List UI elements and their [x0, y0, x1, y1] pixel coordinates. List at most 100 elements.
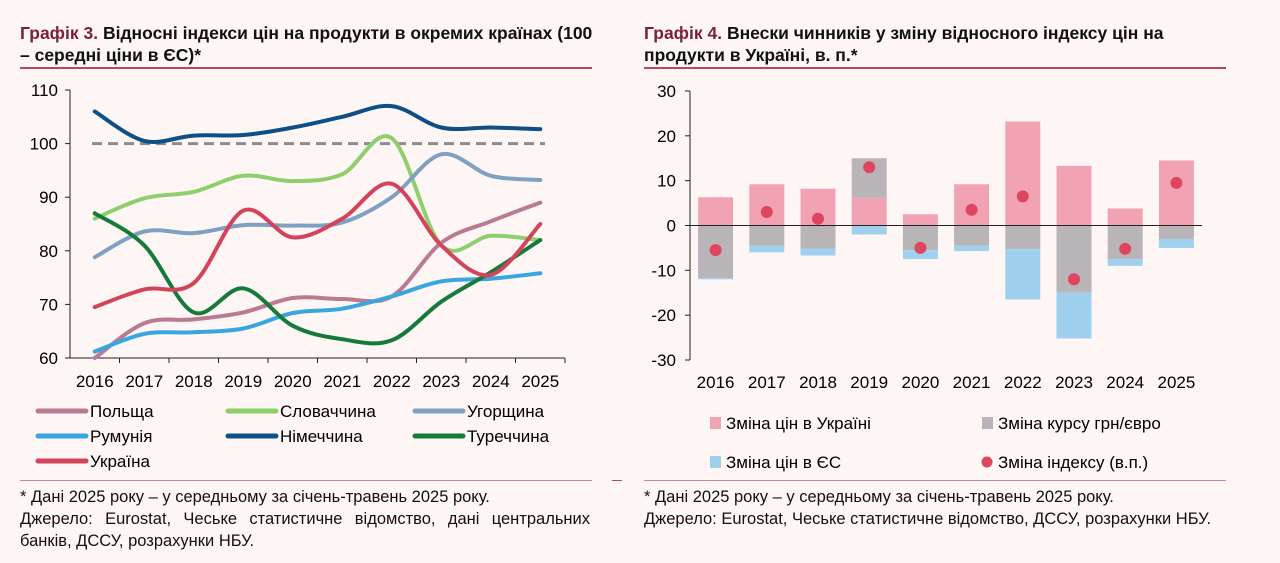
bar-segment	[902, 214, 938, 226]
line-x-tick-label: 2018	[175, 372, 213, 391]
line-x-tick-label: 2021	[323, 372, 361, 391]
right-chart-title-label: Графік 4.	[644, 23, 723, 43]
bar-x-tick-label: 2023	[1055, 373, 1093, 392]
left-chart-title-text: Відносні індекси цін на продукти в окрем…	[20, 23, 593, 65]
index-change-dot	[1016, 190, 1029, 203]
bar-segment	[749, 184, 785, 226]
series-line	[92, 271, 543, 354]
bar-x-tick-label: 2024	[1106, 373, 1144, 392]
bar-segment	[902, 250, 938, 260]
bar-segment	[1005, 225, 1041, 250]
line-x-tick-label: 2025	[521, 372, 559, 391]
bar-segment	[954, 225, 990, 246]
index-change-dot	[812, 212, 824, 225]
bar-y-tick-label: 0	[667, 217, 676, 236]
line-x-tick-label: 2019	[224, 372, 262, 391]
bar-segment	[1158, 225, 1194, 239]
bar-x-tick-label: 2018	[799, 373, 837, 392]
line-y-tick-label: 100	[30, 135, 58, 154]
bar-x-tick-label: 2025	[1157, 373, 1195, 392]
bar-segment	[800, 225, 836, 249]
bar-segment	[800, 248, 836, 256]
bar-segment	[1158, 160, 1194, 226]
bar-y-tick-label: 20	[657, 127, 676, 146]
index-change-dot	[1119, 242, 1132, 255]
bar-x-tick-label: 2022	[1004, 373, 1042, 392]
index-change-dot	[863, 161, 876, 174]
line-y-tick-label: 80	[39, 242, 58, 261]
line-y-tick-label: 110	[31, 81, 58, 100]
series-line	[92, 200, 543, 360]
left-chart-panel: Графік 3. Відносні індекси цін на продук…	[0, 0, 620, 563]
legend-label: Румунія	[90, 427, 152, 446]
legend-swatch	[710, 456, 721, 468]
legend-label: Зміна індексу (в.п.)	[998, 453, 1148, 472]
series-line	[92, 103, 543, 144]
series-line	[92, 181, 543, 310]
legend-label: Угорщина	[467, 402, 545, 421]
bar-segment	[1005, 249, 1041, 300]
right-source: Джерело: Eurostat, Чеське статистичне ві…	[644, 510, 1212, 528]
right-title-rule	[644, 67, 1226, 69]
line-chart: 60 70 80 90 100 110 2016 2017 2018 2019 2020 2021 20…	[30, 81, 566, 471]
line-x-tick-label: 2016	[76, 372, 114, 391]
bar-x-tick-label: 2019	[850, 373, 888, 392]
line-x-tick-label: 2023	[422, 372, 460, 391]
legend-label: Зміна цін в ЄС	[726, 453, 841, 472]
right-chart-title: Графік 4. Внески чинників у зміну віднос…	[644, 22, 1229, 66]
series-line	[92, 152, 543, 260]
left-source: Джерело: Eurostat, Чеське статистичне ві…	[20, 510, 590, 550]
line-x-tick-label: 2022	[373, 372, 411, 391]
index-change-dot	[709, 244, 722, 257]
series-line	[92, 134, 543, 253]
bar-segment	[698, 197, 734, 226]
right-chart-title-text: Внески чинників у зміну відносного індек…	[644, 23, 1164, 65]
left-footnote: * Дані 2025 року – у середньому за січен…	[20, 488, 490, 506]
bar-segment	[851, 225, 887, 235]
bar-segment	[1005, 121, 1041, 226]
bar-x-tick-label: 2020	[901, 373, 939, 392]
bar-segment	[954, 245, 990, 252]
right-note-rule	[644, 480, 1226, 481]
bar-y-tick-label: -10	[651, 261, 676, 280]
line-y-tick-label: 60	[39, 349, 58, 368]
bar-segment	[1107, 208, 1143, 226]
index-change-dot	[1068, 273, 1080, 286]
left-title-rule	[20, 67, 592, 69]
index-change-dot	[965, 203, 978, 216]
panel-divider-mark	[612, 480, 622, 481]
left-note-rule	[20, 480, 592, 481]
legend-swatch	[981, 456, 993, 468]
right-chart-panel: Графік 4. Внески чинників у зміну віднос…	[622, 0, 1280, 563]
line-y-tick-label: 90	[39, 188, 58, 207]
line-y-tick-label: 70	[39, 295, 58, 314]
index-change-dot	[1170, 176, 1183, 189]
bar-x-tick-label: 2021	[953, 373, 991, 392]
bar-segment	[749, 225, 785, 246]
right-footnote: * Дані 2025 року – у середньому за січен…	[644, 488, 1114, 506]
bar-segment	[1107, 259, 1143, 266]
bar-x-tick-label: 2016	[697, 373, 735, 392]
bar-segment	[698, 277, 734, 280]
line-x-tick-label: 2017	[125, 372, 163, 391]
bar-segment	[1056, 165, 1092, 226]
legend-label: Польща	[90, 402, 154, 421]
legend-label: Словаччина	[280, 402, 376, 421]
legend-swatch	[982, 417, 993, 429]
bar-segment	[851, 197, 887, 226]
bar-segment	[1158, 238, 1194, 248]
index-change-dot	[914, 241, 927, 254]
stacked-bar-chart: -30 -20 -10 0 10 20 30 2016 2017 2018 2019 2020 2021…	[651, 82, 1202, 472]
bar-y-tick-label: -20	[651, 306, 676, 325]
legend-label: Зміна цін в Україні	[726, 414, 871, 433]
bar-segment	[1056, 292, 1092, 339]
legend-label: Україна	[90, 452, 150, 471]
line-x-tick-label: 2024	[472, 372, 510, 391]
bar-y-tick-label: 10	[657, 172, 676, 191]
index-change-dot	[760, 206, 773, 219]
left-chart-title: Графік 3. Відносні індекси цін на продук…	[20, 22, 595, 66]
series-line	[92, 211, 543, 346]
legend-label: Німеччина	[280, 427, 363, 446]
bar-x-tick-label: 2017	[748, 373, 786, 392]
left-chart-title-label: Графік 3.	[20, 23, 99, 43]
